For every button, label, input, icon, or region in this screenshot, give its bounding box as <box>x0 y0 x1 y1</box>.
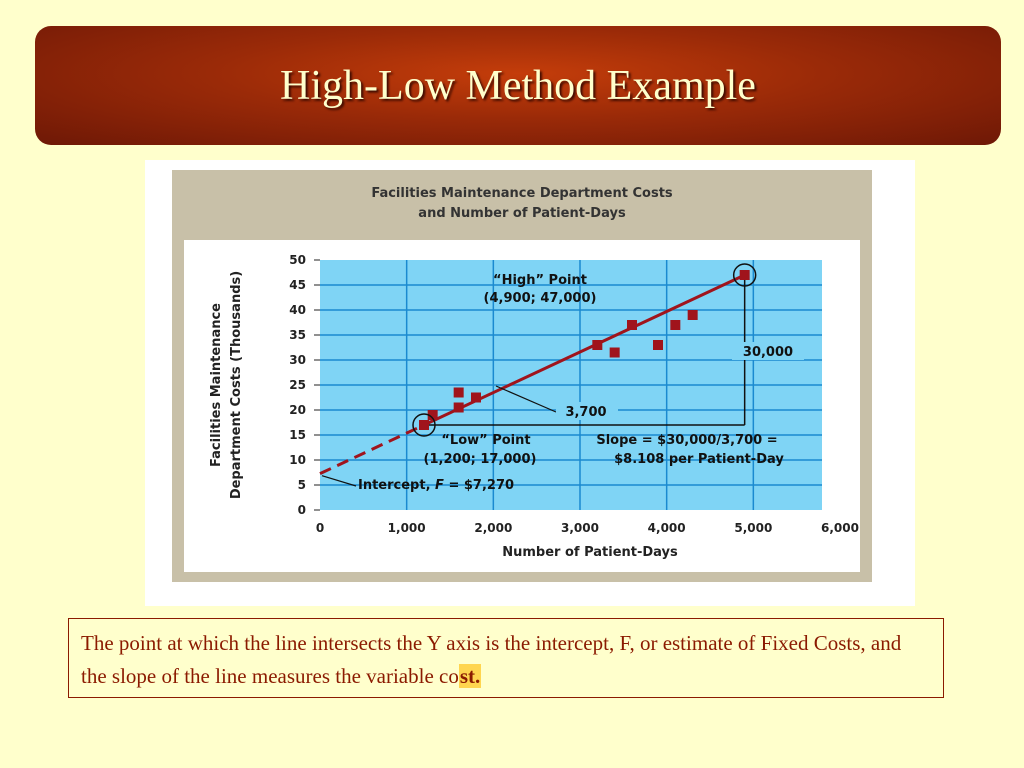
intercept-label: Intercept, F = $7,270 <box>358 478 514 493</box>
intercept-var: F <box>435 478 444 493</box>
y-tick-label: 25 <box>289 378 306 392</box>
run-label: 3,700 <box>565 405 606 420</box>
data-point <box>419 420 429 430</box>
y-tick-label: 50 <box>289 253 306 267</box>
chart-svg: 0 5 10 15 20 25 30 35 40 45 50 0 1,000 2,000 3,000 4,00… <box>209 253 859 560</box>
y-tick-label: 15 <box>289 428 306 442</box>
x-tick-label: 4,000 <box>648 521 686 535</box>
caption-text: The point at which the line intersects t… <box>81 631 902 688</box>
y-axis-title-line1: Facilities Maintenance <box>209 303 224 467</box>
data-point <box>453 387 464 398</box>
x-axis-title: Number of Patient-Days <box>502 545 678 560</box>
caption-tail: st. <box>458 664 482 688</box>
x-tick-label: 3,000 <box>561 521 599 535</box>
caption-box: The point at which the line intersects t… <box>68 618 944 698</box>
data-point <box>653 340 663 350</box>
rise-label: 30,000 <box>743 345 793 360</box>
y-tick-label: 0 <box>298 503 306 517</box>
data-point <box>592 340 603 350</box>
data-point <box>687 310 698 320</box>
title-bar: High-Low Method Example <box>35 26 1001 145</box>
intercept-prefix: Intercept, <box>358 478 435 493</box>
low-point-label: “Low” Point <box>441 433 530 448</box>
low-point-marker <box>412 413 436 437</box>
chart-title-line-2: and Number of Patient-Days <box>418 206 626 221</box>
y-tick-label: 30 <box>289 353 306 367</box>
rise-label-bg <box>732 342 804 360</box>
y-tick-label: 45 <box>289 278 306 292</box>
plot-panel: 0 5 10 15 20 25 30 35 40 45 50 0 1,000 2,000 3,000 4,00… <box>184 240 860 572</box>
slope-value: $8.108 per Patient-Day <box>614 452 784 467</box>
intercept-leader <box>321 475 357 487</box>
data-point <box>453 402 464 413</box>
y-tick-label: 40 <box>289 303 306 317</box>
low-point-coords: (1,200; 17,000) <box>424 452 537 467</box>
x-tick-label: 0 <box>316 521 324 535</box>
intercept-suffix: = $7,270 <box>444 478 514 493</box>
high-point-coords: (4,900; 47,000) <box>484 291 597 306</box>
data-point <box>670 320 681 330</box>
slope-label: Slope = $30,000/3,700 = <box>596 433 777 448</box>
y-tick-label: 20 <box>289 403 306 417</box>
data-point <box>471 392 481 403</box>
slide-title: High-Low Method Example <box>280 62 756 109</box>
chart-title-line-1: Facilities Maintenance Department Costs <box>371 186 673 201</box>
run-label-bg <box>556 402 618 420</box>
high-point-label: “High” Point <box>493 273 587 288</box>
data-point <box>627 320 637 330</box>
y-tick-label: 5 <box>298 478 306 492</box>
x-tick-label: 2,000 <box>474 521 512 535</box>
y-axis-title-line2: Department Costs (Thousands) <box>229 271 244 499</box>
data-point <box>609 347 620 358</box>
x-tick-label: 5,000 <box>734 521 772 535</box>
y-tick-label: 10 <box>289 453 306 467</box>
fit-line-extrapolated <box>319 423 425 476</box>
x-tick-label: 6,000 <box>821 521 859 535</box>
chart-title: Facilities Maintenance Department Costs a… <box>172 184 872 224</box>
high-point-marker <box>732 263 757 287</box>
data-point <box>427 410 438 420</box>
run-leader <box>495 385 557 413</box>
x-tick-label: 1,000 <box>388 521 426 535</box>
data-point <box>739 270 750 280</box>
y-tick-label: 35 <box>289 328 306 342</box>
